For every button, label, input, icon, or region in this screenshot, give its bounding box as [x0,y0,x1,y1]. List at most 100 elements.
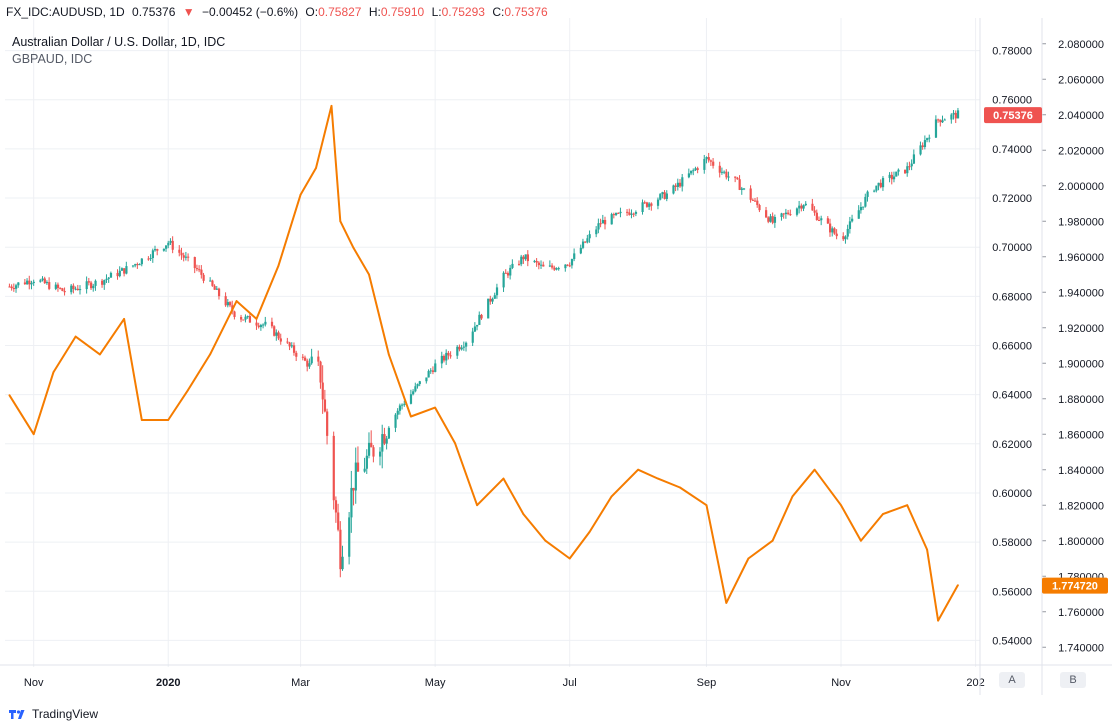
tradingview-brand[interactable]: TradingView [32,707,99,721]
candle-body [151,250,154,259]
candle-body [663,192,666,199]
candle-body [696,168,699,170]
candle-body [473,326,477,332]
candle-body [520,256,523,265]
candle-body [409,394,413,404]
candle-body [367,442,371,456]
scale-a-button[interactable]: A [999,672,1025,688]
gbpaud-point [330,104,333,107]
price-chart[interactable]: 0.78000 0.76000 0.74000 0.72000 0.70000 0.680… [0,18,1112,718]
candle-body [259,325,263,328]
candle-body [167,242,170,246]
candle-body [645,202,649,207]
candle-body [802,205,805,209]
candle-body [537,262,541,266]
candle-body [456,346,459,356]
gbpaud-point [255,317,258,320]
candle-body [416,384,419,387]
candle-body [94,280,97,286]
candle-body [648,203,651,207]
gbpaud-point [74,335,77,338]
candle-body [449,355,452,357]
candle-body [617,212,620,214]
candle-body [612,214,616,216]
candle-body [379,451,382,457]
candle-body [215,288,218,290]
candle-body [542,264,545,267]
gbpaud-point [747,557,750,560]
candle-body [570,259,574,266]
candle-body [535,260,538,263]
candle-body [862,206,865,208]
candle-body [919,145,922,155]
candle-body [109,272,113,278]
candle-body [17,282,20,286]
candle-body [372,447,375,457]
scale-b-button[interactable]: B [1060,672,1086,688]
candle-body [548,265,552,267]
y-tick-label-right: 2.020000 [1058,145,1104,157]
candle-body [650,203,653,206]
y-tick-label-right: 1.800000 [1058,536,1104,548]
candle-body [370,442,373,448]
candle-body [879,182,882,188]
candle-body [48,282,51,289]
x-tick-label: Mar [291,677,310,689]
candle-body [45,282,49,284]
candle-body [326,411,329,436]
candle-body [939,119,942,123]
candle-body [769,216,772,222]
candle-body [90,282,93,289]
candle-body [319,361,322,383]
candle-body [798,205,801,209]
gbpaud-point [657,477,659,480]
candle-body [156,249,159,251]
candle-body [350,487,353,518]
candle-body [495,287,499,296]
candle-body [634,212,638,214]
candle-body [789,214,792,216]
candle-body [202,274,205,281]
candle-body [595,229,598,235]
candle-body [180,252,183,256]
candle-body [105,278,108,280]
candle-body [286,341,289,343]
symbol-label[interactable]: FX_IDC:AUDUSD, 1D [6,5,125,19]
candle-body [76,288,79,291]
candle-body [943,119,946,121]
candle-body [892,176,896,180]
close-value: 0.75376 [504,5,548,19]
candle-body [125,266,128,274]
candle-body [427,371,430,378]
candle-body [30,283,33,285]
candle-body [674,185,677,187]
y-tick-label-left: 0.76000 [992,95,1032,107]
candle-body [418,381,421,385]
candle-body [233,311,236,317]
gbpaud-point [859,539,862,542]
candle-body [478,314,481,325]
candle-body [873,190,876,192]
candle-body [844,236,847,240]
gbpaud-point [187,388,189,391]
candle-body [502,272,505,288]
candle-body [707,157,710,161]
candle-body [573,253,576,260]
candle-body [511,263,514,268]
candle-body [41,278,44,281]
candle-body [517,263,521,265]
audusd-candles [8,107,960,578]
candle-body [937,119,940,121]
candle-body [784,212,788,215]
main-series-title[interactable]: Australian Dollar / U.S. Dollar, 1D, IDC [12,35,226,49]
open-label: O: [305,5,319,19]
gbpaud-point [368,273,370,276]
candle-body [881,177,885,188]
gbpaud-point [679,486,681,489]
candle-body [767,217,770,222]
compare-series-title[interactable]: GBPAUD, IDC [12,52,93,66]
candle-body [588,234,591,239]
candle-body [579,247,582,254]
y-tick-label-left: 0.72000 [992,193,1032,205]
candle-body [509,267,512,276]
